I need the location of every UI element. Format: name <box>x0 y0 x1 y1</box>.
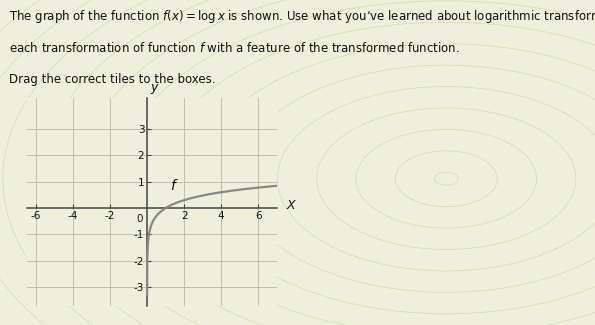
Text: each transformation of function $f$ with a feature of the transformed function.: each transformation of function $f$ with… <box>9 41 460 55</box>
Text: f: f <box>170 179 175 193</box>
Text: y: y <box>151 81 158 94</box>
Text: 0: 0 <box>136 214 142 224</box>
Text: The graph of the function $f(x) = \log x$ is shown. Use what you’ve learned abou: The graph of the function $f(x) = \log x… <box>9 8 595 25</box>
Text: Drag the correct tiles to the boxes.: Drag the correct tiles to the boxes. <box>9 73 215 86</box>
Text: X: X <box>287 199 296 212</box>
